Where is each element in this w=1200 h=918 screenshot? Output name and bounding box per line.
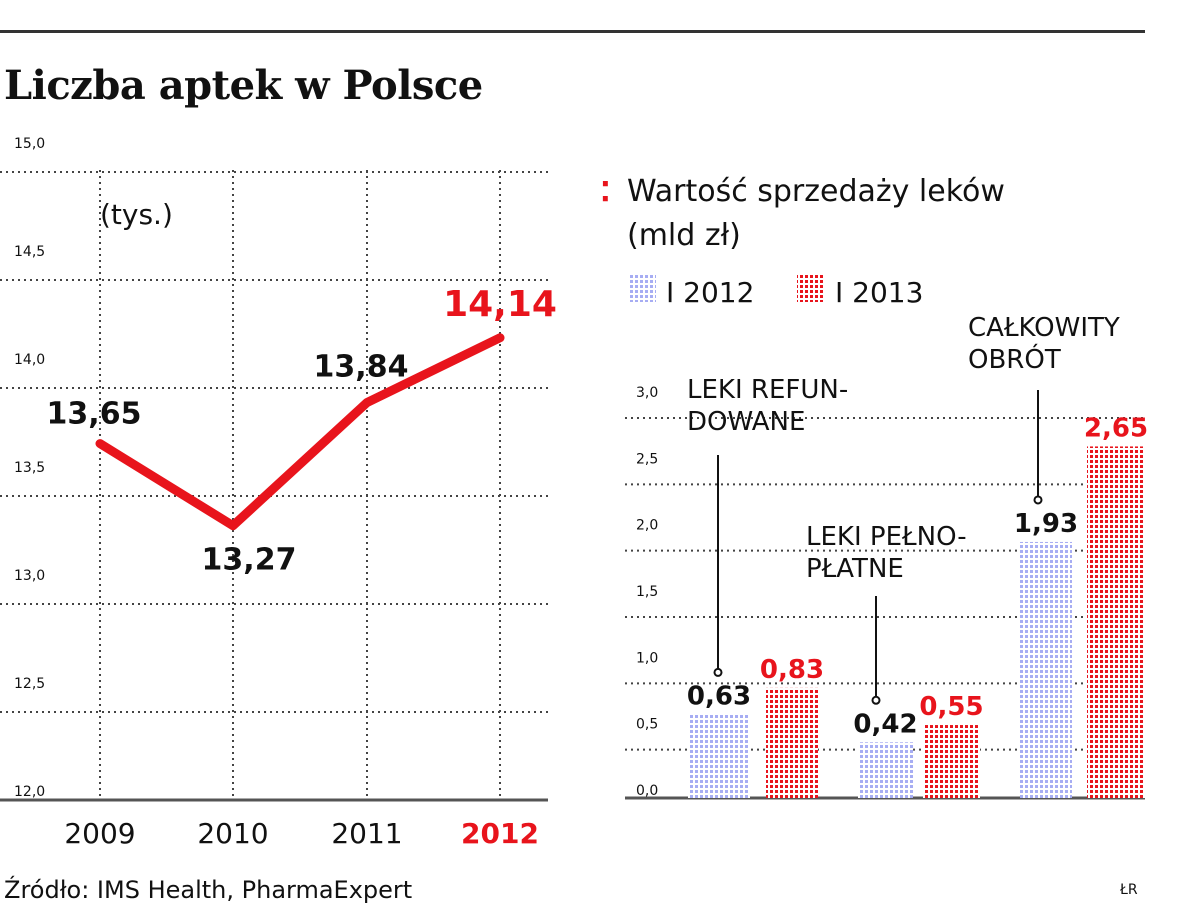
y-tick-label: 1,0 <box>636 650 658 666</box>
y-tick-label: 0,5 <box>636 717 658 733</box>
y-tick-label: 3,0 <box>636 385 658 401</box>
data-label: 13,65 <box>47 397 142 432</box>
bar <box>858 742 913 798</box>
category-label: LEKI REFUN- <box>687 375 848 405</box>
x-tick-label: 2009 <box>64 817 135 850</box>
chart-title: Liczba aptek w Polsce <box>4 62 483 109</box>
data-label: 14,14 <box>443 284 557 325</box>
top-rule <box>0 30 1145 33</box>
bar <box>766 687 818 798</box>
x-tick-label: 2010 <box>197 817 268 850</box>
y-tick-label: 14,0 <box>14 352 45 368</box>
legend-swatch <box>797 275 825 302</box>
x-tick-label: 2012 <box>461 817 539 850</box>
bar-value-label: 0,42 <box>853 709 917 739</box>
category-label: OBRÓT <box>968 343 1061 375</box>
author-credit: ŁR <box>1120 882 1138 898</box>
data-label: 13,84 <box>314 350 409 385</box>
y-tick-label: 12,5 <box>14 676 45 692</box>
callout-dot <box>871 695 881 705</box>
y-tick-label: 15,0 <box>14 136 45 152</box>
category-label: PŁATNE <box>806 554 904 584</box>
bar <box>923 725 980 798</box>
bar <box>1087 446 1145 798</box>
legend-label: I 2013 <box>835 276 923 309</box>
y-tick-label: 13,0 <box>14 568 45 584</box>
bar-chart-unit: (mld zł) <box>627 218 741 253</box>
y-tick-label: 2,5 <box>636 451 658 467</box>
y-tick-label: 12,0 <box>14 784 45 800</box>
title-marker: ⁚ <box>600 175 611 208</box>
y-tick-label: 1,5 <box>636 584 658 600</box>
bar-value-label: 0,83 <box>760 655 824 685</box>
y-tick-label: 0,0 <box>636 783 658 799</box>
category-label: DOWANE <box>687 407 805 437</box>
y-tick-label: 2,0 <box>636 518 658 534</box>
bar-chart-title: Wartość sprzedaży leków <box>627 174 1005 209</box>
category-label: CAŁKOWITY <box>968 313 1120 343</box>
bar-chart: ⁚ Wartość sprzedaży leków (mld zł) I 2012 I … <box>600 174 1148 800</box>
bar-value-label: 2,65 <box>1084 413 1148 443</box>
legend-swatch <box>628 275 656 302</box>
callout-dot <box>1033 495 1043 505</box>
data-label: 13,27 <box>202 543 297 578</box>
callout-dot <box>713 667 723 677</box>
x-tick-label: 2011 <box>331 817 402 850</box>
y-tick-label: 13,5 <box>14 460 45 476</box>
category-label: LEKI PEŁNO- <box>806 522 967 552</box>
bar <box>688 714 750 798</box>
series-line <box>95 333 505 531</box>
y-tick-label: 14,5 <box>14 244 45 260</box>
bar <box>1020 541 1072 798</box>
bar-value-label: 0,63 <box>687 681 751 711</box>
unit-label: (tys.) <box>100 198 173 231</box>
line-chart: 12,0 12,5 13,0 13,5 14,0 14,5 15,0 (tys.) 13,65 1… <box>0 136 557 850</box>
bar-value-label: 0,55 <box>919 692 983 722</box>
bar-value-label: 1,93 <box>1014 509 1078 539</box>
legend-label: I 2012 <box>666 276 754 309</box>
source-note: Źródło: IMS Health, PharmaExpert <box>4 876 413 904</box>
